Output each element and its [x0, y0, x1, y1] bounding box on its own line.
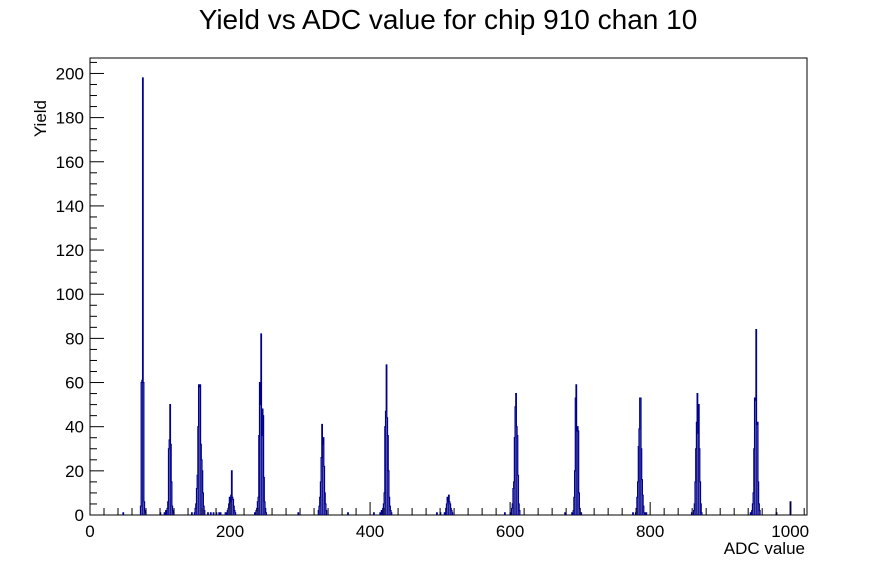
y-tick-label: 200 — [56, 64, 84, 83]
y-tick-label: 140 — [56, 197, 84, 216]
y-axis: 0 20 40 60 80 100 120 140 160 180 200 — [56, 61, 104, 525]
x-tick-label: 800 — [636, 522, 664, 541]
y-tick-label: 60 — [65, 374, 84, 393]
x-tick-label: 0 — [85, 522, 94, 541]
histogram-bars — [122, 77, 792, 515]
y-tick-label: 80 — [65, 329, 84, 348]
y-axis-title: Yield — [31, 100, 50, 137]
x-axis-title: ADC value — [724, 539, 805, 558]
plot-frame — [89, 57, 808, 516]
x-tick-label: 600 — [496, 522, 524, 541]
y-tick-label: 20 — [65, 462, 84, 481]
chart-title: Yield vs ADC value for chip 910 chan 10 — [199, 4, 698, 35]
y-tick-label: 100 — [56, 285, 84, 304]
x-tick-label: 200 — [216, 522, 244, 541]
y-tick-label: 160 — [56, 153, 84, 172]
y-tick-label: 180 — [56, 109, 84, 128]
x-tick-label: 400 — [356, 522, 384, 541]
y-tick-label: 120 — [56, 241, 84, 260]
histogram-outline — [122, 77, 792, 515]
y-tick-label: 0 — [75, 506, 84, 525]
y-tick-label: 40 — [65, 418, 84, 437]
x-axis: 0 200 400 600 800 1000 — [85, 502, 809, 541]
x-tick-label: 1000 — [771, 522, 809, 541]
